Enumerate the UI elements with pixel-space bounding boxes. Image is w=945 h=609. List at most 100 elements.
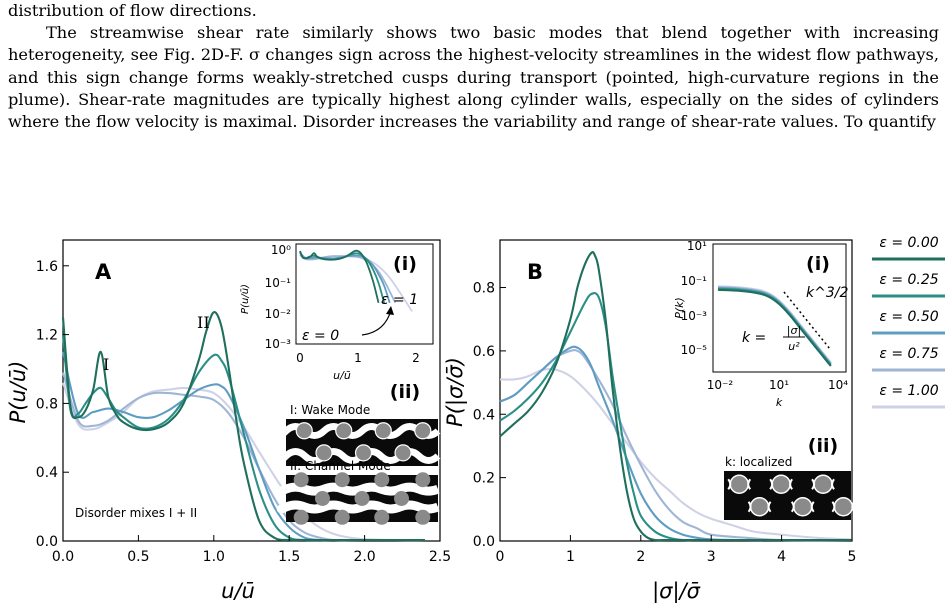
- panel-b-ytick-label: 0.2: [473, 471, 495, 487]
- panel-a-xtick-label: 2.0: [353, 549, 375, 565]
- cylinder: [335, 422, 353, 440]
- panel-b-ytick-label: 0.8: [473, 281, 495, 297]
- formula-numerator: |σ|: [787, 324, 801, 337]
- panel-b-inset-i: (i) k^3/2 k = |σ| u² 10¹ 10⁻¹ 10⁻³ 10⁻⁵ …: [673, 239, 848, 409]
- panel-b-series-line-2: [499, 345, 853, 542]
- cylinder: [771, 474, 791, 494]
- channel-mode-image: [276, 472, 440, 525]
- inset-b-i-xlabel: k: [776, 396, 783, 409]
- panel-a-xtick-label: 1.5: [278, 549, 300, 565]
- inset-a-ii-tag: (ii): [390, 381, 420, 403]
- panel-b-xtick-label: 2: [636, 549, 645, 565]
- slope-guide-line: [783, 291, 831, 350]
- figure-2: 0.0 0.5 1.0 1.5 2.0 2.5 0.0 0.4 0.8 1.2 1.6 A I I…: [6, 235, 945, 604]
- inset-b-i-tag: (i): [806, 253, 830, 275]
- inset-a-i-eps1: ε = 1: [381, 292, 418, 308]
- inset-a-i-tag: (i): [393, 253, 417, 275]
- cylinder: [315, 444, 333, 462]
- panel-b-ytick-label: 0.4: [473, 407, 495, 423]
- cylinder: [354, 491, 370, 506]
- slope-label: k^3/2: [806, 285, 848, 301]
- paragraph-shear-rate: The streamwise shear rate similarly show…: [8, 23, 939, 132]
- legend-label-4: ε = 1.00: [879, 383, 938, 399]
- panel-a-frame: [62, 239, 441, 542]
- inset-b-i-xtick-1: 10¹: [769, 378, 789, 392]
- panel-a-series-line-0: [61, 311, 425, 542]
- panel-a: 0.0 0.5 1.0 1.5 2.0 2.5 0.0 0.4 0.8 1.2 1.6 A I I…: [6, 239, 451, 603]
- inset-b-i-xtick-0: 10⁻²: [707, 378, 734, 392]
- panel-a-series-line-4: [62, 382, 425, 542]
- cylinder: [334, 472, 350, 488]
- cylinder: [833, 497, 854, 517]
- channel-streak: [276, 482, 440, 496]
- formula-denominator: u²: [788, 340, 800, 353]
- cylinder: [314, 491, 330, 506]
- panel-a-xtick-label: 2.5: [429, 549, 451, 565]
- legend-label-1: ε = 0.25: [879, 272, 938, 288]
- inset-b-i-xtick-2: 10⁴: [828, 378, 848, 392]
- panel-b-xlabel: |σ|/σ̄: [652, 579, 701, 604]
- inset-a-i-line-0: [299, 249, 380, 304]
- legend-label-0: ε = 0.00: [879, 235, 938, 251]
- cylinder: [354, 444, 373, 462]
- panel-a-letter: A: [95, 260, 112, 284]
- inset-a-i-xtick-1: 1: [354, 351, 362, 365]
- panel-b-inset-ii: (ii) k: localized: [724, 435, 856, 520]
- cylinder: [394, 444, 412, 462]
- cylinder: [293, 509, 309, 525]
- cylinder: [749, 497, 770, 517]
- inset-a-i-ytick-2: 10⁻²: [265, 307, 292, 321]
- paragraph-fragment: distribution of flow directions.: [8, 1, 257, 20]
- cylinder: [414, 422, 432, 440]
- panel-a-ytick-label: 1.6: [36, 259, 58, 275]
- panel-b-xtick-label: 0: [496, 549, 505, 565]
- inset-a-i-ytick-3: 10⁻³: [265, 337, 292, 351]
- panel-b-xtick-label: 4: [777, 549, 786, 565]
- panel-b-series-line-4: [499, 368, 853, 541]
- cylinder: [374, 472, 390, 488]
- panel-b-xtick-label: 5: [848, 549, 857, 565]
- localized-streak: [831, 501, 856, 513]
- panel-b-curves: [499, 251, 853, 542]
- inset-b-ii-tag: (ii): [808, 435, 838, 457]
- inset-a-i-ylabel: P(u/ū): [240, 284, 251, 314]
- panel-a-xtick-label: 0.5: [127, 549, 149, 565]
- panel-a-ytick-label: 0.0: [36, 534, 58, 550]
- panel-b-xtick-label: 1: [566, 549, 575, 565]
- localized-label: k: localized: [725, 455, 792, 469]
- cylinder: [813, 474, 833, 494]
- inset-b-i-ytick-3: 10⁻⁵: [681, 343, 708, 357]
- panel-a-series-line-3: [61, 372, 425, 542]
- panel-b-ylabel: P(|σ/σ̄): [443, 357, 468, 427]
- panel-a-ytick-label: 1.2: [36, 328, 58, 344]
- body-text: distribution of flow directions. The str…: [0, 0, 945, 133]
- inset-a-i-arrowhead: [386, 306, 394, 315]
- channel-mode-label: II: Channel Mode: [290, 459, 391, 473]
- cylinder: [394, 491, 410, 506]
- wake-streak: [277, 423, 441, 439]
- legend: ε = 0.00 ε = 0.25 ε = 0.50 ε = 0.75 ε = 1.00: [872, 235, 945, 409]
- panel-a-xtick-label: 1.0: [203, 549, 225, 565]
- cylinder: [334, 509, 350, 525]
- panel-a-xtick-label: 0.0: [52, 549, 74, 565]
- cylinder: [374, 422, 392, 440]
- cylinder: [293, 472, 309, 488]
- panel-b-xtick-label: 3: [707, 549, 716, 565]
- inset-a-i-ytick-0: 10⁰: [271, 243, 291, 257]
- inset-b-i-ytick-2: 10⁻³: [681, 309, 708, 323]
- cylinder: [415, 472, 431, 488]
- panel-b-ytick-label: 0.0: [473, 534, 495, 550]
- inset-a-i-xtick-2: 2: [412, 351, 420, 365]
- inset-a-i-frame: [295, 243, 434, 345]
- localized-streak: [727, 478, 752, 490]
- inset-b-i-frame: [712, 243, 847, 373]
- panel-b-series-line-0: [499, 251, 852, 542]
- panel-b: 0 1 2 3 4 5 0.0 0.2 0.4 0.6 0.8 B |σ|/σ̄ P(|σ/σ̄)…: [443, 239, 856, 604]
- inset-a-i-xtick-0: 0: [296, 351, 304, 365]
- panel-b-letter: B: [527, 260, 543, 284]
- inset-b-i-line-0: [717, 288, 832, 367]
- cylinder: [295, 422, 313, 440]
- channel-streak: [276, 500, 440, 514]
- panel-a-inset-ii: (ii) I: Wake Mode II: Channel Mode: [276, 381, 441, 525]
- panel-b-ytick-label: 0.6: [473, 344, 495, 360]
